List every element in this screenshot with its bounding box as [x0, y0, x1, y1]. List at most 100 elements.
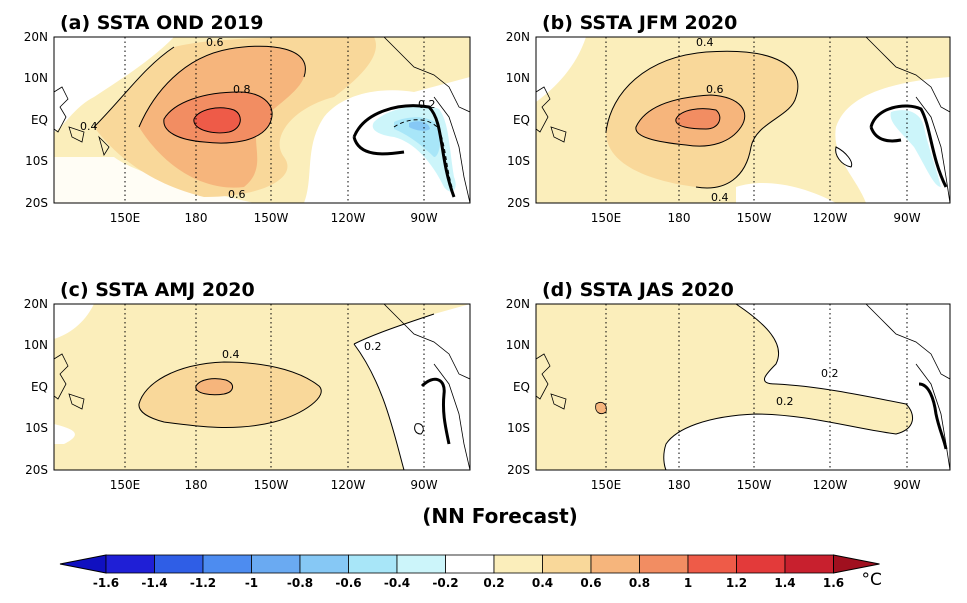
lat-labels-panel-d: 20N 10N EQ 10S 20S	[506, 297, 530, 477]
panel-c-grid	[124, 304, 425, 470]
lat-label: 10N	[506, 338, 530, 352]
lat-label: 10N	[506, 71, 530, 85]
lat-label: 20S	[25, 196, 48, 210]
colorbar-swatch	[687, 554, 737, 574]
colorbar-tick-label: -1.6	[93, 576, 119, 590]
lon-label: 120W	[813, 211, 848, 225]
colorbar-swatch	[348, 554, 398, 574]
lon-label: 120W	[331, 211, 366, 225]
colorbar-tick-label: 1.4	[774, 576, 795, 590]
lat-label: EQ	[513, 113, 530, 127]
colorbar-swatch	[736, 554, 786, 574]
colorbar-swatch	[784, 554, 834, 574]
colorbar-swatch	[154, 554, 204, 574]
colorbar-tick-label: 1	[684, 576, 692, 590]
lon-label: 180	[668, 211, 691, 225]
colorbar-unit: °C	[862, 570, 882, 590]
lat-label: 10N	[24, 338, 48, 352]
colorbar-swatch	[105, 554, 155, 574]
panel-b-grid	[605, 37, 908, 203]
lon-label: 180	[185, 478, 208, 492]
lat-label: 20N	[506, 30, 530, 44]
lat-label: 20N	[24, 30, 48, 44]
colorbar-tick-label: 0.8	[629, 576, 650, 590]
colorbar-swatch	[299, 554, 349, 574]
colorbar-swatch	[493, 554, 543, 574]
lat-label: 10S	[25, 154, 48, 168]
colorbar-right-arrow	[833, 554, 880, 574]
colorbar-tick-label: 1.2	[726, 576, 747, 590]
lat-label: 10S	[507, 154, 530, 168]
lon-label: 150E	[591, 478, 622, 492]
panel-a-grid	[124, 37, 425, 203]
lon-label: 180	[668, 478, 691, 492]
panel-d-title: (d) SSTA JAS 2020	[542, 279, 734, 301]
lat-label: 20N	[506, 297, 530, 311]
lon-label: 90W	[410, 478, 437, 492]
lon-labels-panel-c: 150E 180 150W 120W 90W	[110, 478, 438, 492]
panel-a-contour-label: 0.4	[80, 120, 98, 133]
panel-b-contour-label: 0.4	[696, 36, 714, 49]
panel-b-contour-label: 0.4	[711, 191, 729, 204]
panel-d-contour-label: 0.2	[776, 395, 794, 408]
lon-label: 90W	[893, 211, 920, 225]
colorbar-tick-label: 0.4	[532, 576, 553, 590]
lon-label: 150W	[254, 478, 289, 492]
panel-c-contour-label: 0.2	[364, 340, 382, 353]
lat-label: 20N	[24, 297, 48, 311]
colorbar-tick-label: -1.2	[190, 576, 216, 590]
colorbar-swatch	[396, 554, 446, 574]
lat-label: 20S	[25, 463, 48, 477]
lon-label: 150E	[591, 211, 622, 225]
colorbar-tick-label: -1	[245, 576, 258, 590]
lon-label: 180	[185, 211, 208, 225]
colorbar-tick-label: 0.2	[483, 576, 504, 590]
panel-a: (a) SSTA OND 2019	[53, 12, 471, 204]
colorbar-swatch	[639, 554, 689, 574]
lon-labels-panel-a: 150E 180 150W 120W 90W	[110, 211, 438, 225]
panel-a-contour-label: 0.8	[233, 83, 251, 96]
colorbar-tick-label: -1.4	[141, 576, 167, 590]
lon-label: 90W	[410, 211, 437, 225]
panel-d: (d) SSTA JAS 2020 0.2 0.2	[535, 279, 951, 471]
colorbar-swatch	[202, 554, 252, 574]
lat-labels-panel-c: 20N 10N EQ 10S 20S	[24, 297, 48, 477]
lon-labels-panel-b: 150E 180 150W 120W 90W	[591, 211, 921, 225]
panel-c-title: (c) SSTA AMJ 2020	[60, 279, 255, 301]
panel-d-contour-label: 0.2	[821, 367, 839, 380]
lon-label: 150W	[254, 211, 289, 225]
colorbar-swatch	[445, 554, 495, 574]
panel-c: (c) SSTA AMJ 2020	[53, 279, 471, 471]
lon-label: 150W	[737, 478, 772, 492]
panel-a-contour-label: 0.6	[206, 36, 224, 49]
colorbar-tick-label: -0.4	[384, 576, 410, 590]
lat-label: 20S	[507, 196, 530, 210]
colorbar-swatch	[251, 554, 301, 574]
lon-labels-panel-d: 150E 180 150W 120W 90W	[591, 478, 921, 492]
colorbar-tick-label: 1.6	[823, 576, 844, 590]
lon-label: 150W	[737, 211, 772, 225]
colorbar-tick-label: -0.2	[432, 576, 458, 590]
colorbar-left-arrow	[59, 554, 107, 574]
colorbar-tick-label: 0.6	[580, 576, 601, 590]
panel-d-grid	[605, 304, 908, 470]
panel-b-title: (b) SSTA JFM 2020	[542, 12, 737, 34]
colorbar-tick-label: -0.8	[287, 576, 313, 590]
panel-a-contour-label: 0.6	[228, 188, 246, 201]
lat-label: 20S	[507, 463, 530, 477]
lon-label: 120W	[331, 478, 366, 492]
lat-label: EQ	[513, 380, 530, 394]
panel-b-contour-label: 0.6	[706, 83, 724, 96]
lat-label: EQ	[31, 380, 48, 394]
lat-label: EQ	[31, 113, 48, 127]
footer-caption: (NN Forecast)	[422, 504, 578, 528]
panel-b: (b) SSTA JFM 2020	[535, 12, 951, 204]
lat-labels-panel-b: 20N 10N EQ 10S 20S	[506, 30, 530, 210]
lon-label: 150E	[110, 478, 141, 492]
panel-a-contour-label: -0.2	[414, 98, 435, 111]
lon-label: 90W	[893, 478, 920, 492]
colorbar-tick-label: -0.6	[335, 576, 361, 590]
lon-label: 120W	[813, 478, 848, 492]
panel-a-title: (a) SSTA OND 2019	[60, 12, 263, 34]
